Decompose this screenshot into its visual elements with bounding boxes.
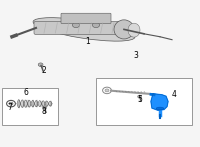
Text: 5: 5 — [138, 95, 142, 105]
Ellipse shape — [114, 20, 134, 39]
Circle shape — [38, 63, 43, 66]
Text: 8: 8 — [42, 107, 46, 116]
Text: 1: 1 — [86, 37, 90, 46]
Circle shape — [138, 95, 142, 98]
FancyBboxPatch shape — [61, 13, 111, 24]
Ellipse shape — [128, 23, 140, 37]
Circle shape — [92, 22, 100, 28]
Ellipse shape — [156, 107, 164, 110]
Ellipse shape — [33, 18, 135, 41]
Text: 2: 2 — [42, 66, 46, 75]
Polygon shape — [151, 94, 168, 110]
FancyBboxPatch shape — [34, 21, 126, 35]
Bar — [96, 78, 192, 125]
Text: 7: 7 — [8, 103, 12, 112]
Bar — [2, 88, 58, 125]
Text: 3: 3 — [134, 51, 138, 60]
Circle shape — [9, 102, 13, 105]
Circle shape — [105, 89, 109, 92]
Text: 4: 4 — [172, 90, 176, 99]
Text: 6: 6 — [24, 88, 28, 97]
Circle shape — [43, 106, 47, 109]
Circle shape — [72, 22, 80, 28]
